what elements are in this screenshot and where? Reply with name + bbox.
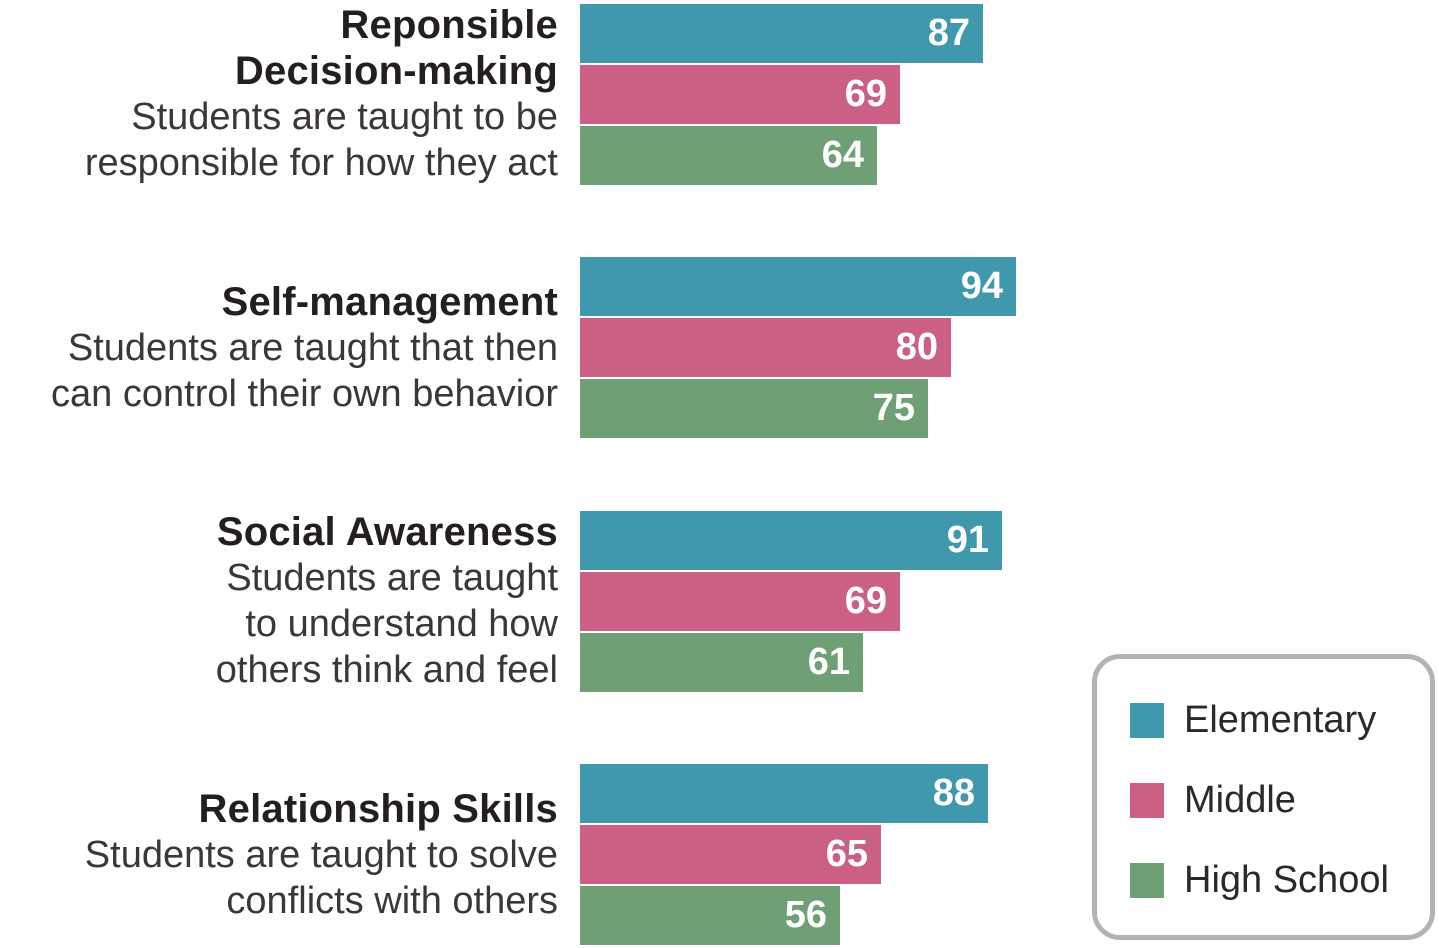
chart-group: Relationship Skills Students are taught t…	[0, 764, 1439, 945]
category-title-line: Decision-making	[234, 49, 558, 93]
bar-group: 94 80 75	[580, 257, 1439, 438]
legend-item-high-school: High School	[1130, 859, 1430, 901]
chart-group: Social Awareness Students are taught to un…	[0, 509, 1439, 693]
bar-elementary: 87	[580, 3, 983, 63]
bar-group: 88 65 56	[580, 764, 1439, 945]
bar-value-label: 69	[844, 579, 887, 622]
bar-middle: 69	[580, 571, 900, 631]
bar-value-label: 75	[872, 387, 915, 429]
bar-value-label: 61	[807, 640, 850, 683]
category-label: Reponsible Decision-making Students are ta…	[0, 2, 558, 186]
bar-elementary: 94	[580, 257, 1016, 316]
legend-label-high-school: High School	[1184, 859, 1389, 901]
category-subtitle-line: conflicts with others	[226, 879, 558, 922]
bar-value-label: 64	[821, 133, 864, 176]
bar-value-label: 87	[927, 11, 970, 54]
category-subtitle-line: Students are taught	[226, 557, 558, 599]
bar-value-label: 94	[960, 265, 1003, 307]
category-label: Relationship Skills Students are taught t…	[0, 786, 558, 924]
category-subtitle-line: others think and feel	[215, 649, 558, 691]
bar-high-school: 61	[580, 632, 863, 692]
bar-value-label: 65	[825, 833, 868, 875]
bar-elementary: 88	[580, 764, 988, 823]
category-subtitle-line: responsible for how they act	[84, 142, 558, 184]
legend-label-middle: Middle	[1184, 779, 1296, 821]
category-title-line: Relationship Skills	[198, 786, 558, 831]
legend-swatch-middle	[1130, 783, 1164, 818]
category-title-line: Self-management	[221, 279, 558, 324]
bar-high-school: 64	[580, 125, 877, 185]
category-subtitle-line: to understand how	[245, 603, 558, 645]
bar-group: 91 69 61	[580, 510, 1439, 692]
legend-item-elementary: Elementary	[1130, 699, 1430, 741]
category-label: Social Awareness Students are taught to un…	[0, 509, 558, 693]
bar-middle: 65	[580, 825, 881, 884]
bar-middle: 69	[580, 64, 900, 124]
category-subtitle-line: Students are taught to solve	[84, 833, 558, 876]
bar-value-label: 91	[946, 518, 989, 561]
bar-group: 87 69 64	[580, 3, 1439, 185]
bar-high-school: 56	[580, 886, 840, 945]
legend-label-elementary: Elementary	[1184, 699, 1377, 741]
category-subtitle-line: Students are taught to be	[131, 96, 558, 138]
bar-value-label: 69	[844, 72, 887, 115]
bar-middle: 80	[580, 318, 951, 377]
legend: Elementary Middle High School	[1092, 654, 1435, 940]
legend-item-middle: Middle	[1130, 779, 1430, 821]
chart-group: Self-management Students are taught that …	[0, 257, 1439, 438]
bar-value-label: 88	[932, 772, 975, 814]
bar-elementary: 91	[580, 510, 1002, 570]
bar-value-label: 56	[784, 894, 827, 936]
bar-high-school: 75	[580, 379, 928, 438]
legend-swatch-high-school	[1130, 863, 1164, 898]
category-subtitle-line: can control their own behavior	[51, 372, 558, 415]
bar-value-label: 80	[895, 326, 938, 368]
legend-swatch-elementary	[1130, 703, 1164, 738]
category-title-line: Social Awareness	[216, 510, 558, 554]
category-subtitle-line: Students are taught that then	[67, 326, 558, 369]
chart-group: Reponsible Decision-making Students are ta…	[0, 2, 1439, 186]
category-title-line: Reponsible	[340, 3, 558, 47]
category-label: Self-management Students are taught that …	[0, 279, 558, 417]
